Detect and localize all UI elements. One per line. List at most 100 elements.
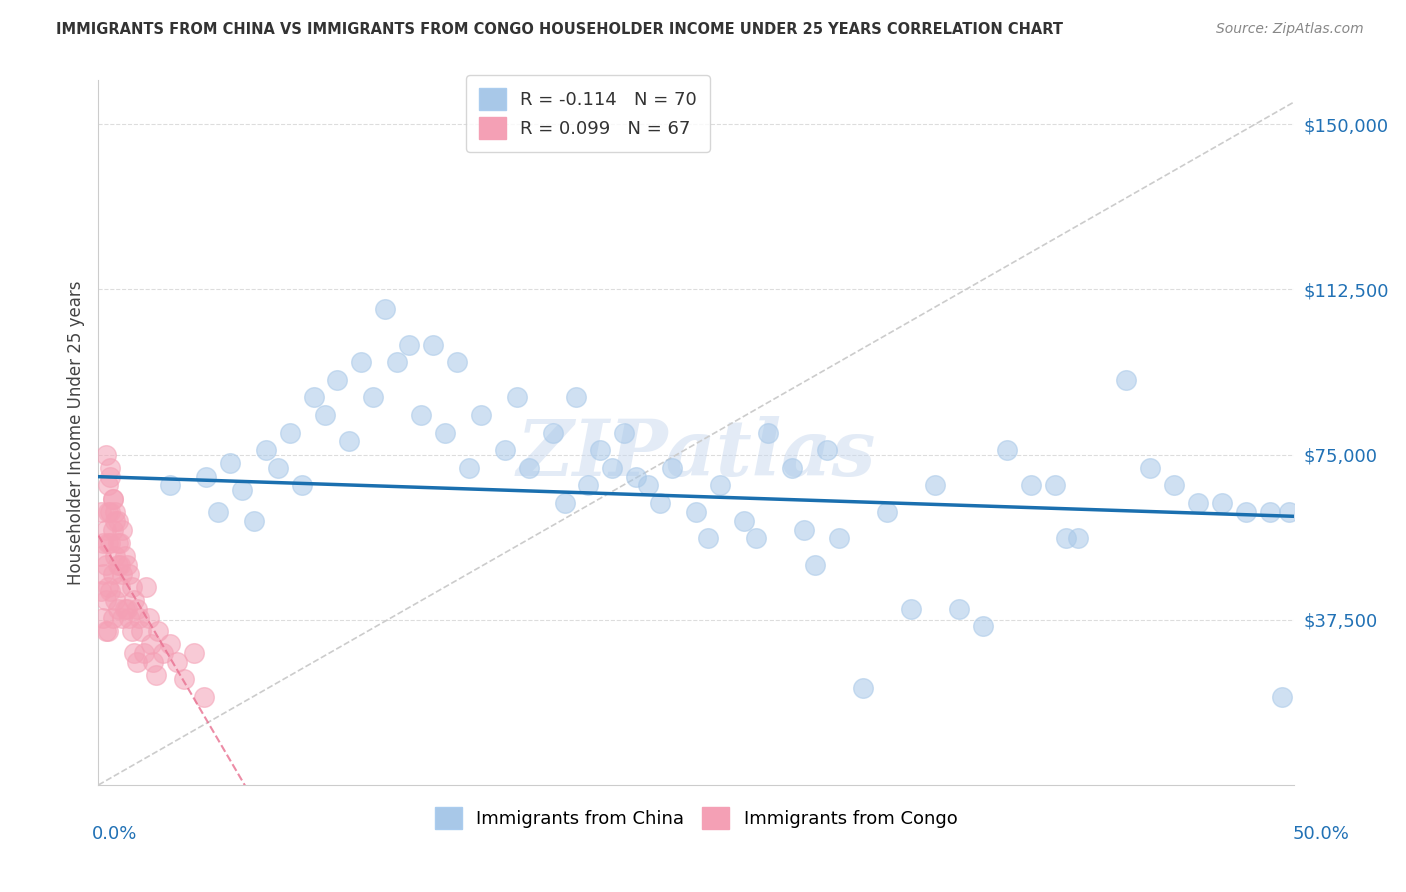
- Point: [733, 514, 755, 528]
- Point: [780, 461, 803, 475]
- Point: [111, 566, 134, 581]
- Point: [626, 469, 648, 483]
- Point: [458, 461, 481, 475]
- Point: [91, 535, 114, 549]
- Point: [135, 580, 157, 594]
- Point: [995, 443, 1018, 458]
- Text: Source: ZipAtlas.com: Source: ZipAtlas.com: [1216, 22, 1364, 37]
- Point: [398, 337, 420, 351]
- Point: [131, 624, 153, 638]
- Point: [815, 443, 838, 458]
- Point: [554, 496, 576, 510]
- Point: [339, 434, 361, 449]
- Point: [145, 668, 167, 682]
- Point: [101, 523, 124, 537]
- Point: [685, 505, 707, 519]
- Point: [183, 646, 205, 660]
- Point: [114, 601, 136, 615]
- Point: [98, 461, 122, 475]
- Point: [98, 469, 122, 483]
- Point: [697, 532, 720, 546]
- Point: [173, 673, 195, 687]
- Point: [115, 601, 138, 615]
- Point: [243, 514, 266, 528]
- Point: [602, 461, 624, 475]
- Point: [972, 619, 994, 633]
- Point: [363, 391, 385, 405]
- Point: [350, 355, 373, 369]
- Point: [94, 448, 117, 462]
- Point: [219, 457, 242, 471]
- Point: [828, 532, 851, 546]
- Point: [648, 496, 672, 510]
- Point: [90, 505, 112, 519]
- Point: [637, 478, 659, 492]
- Point: [159, 478, 181, 492]
- Point: [104, 514, 127, 528]
- Point: [613, 425, 636, 440]
- Point: [159, 637, 181, 651]
- Point: [1043, 478, 1066, 492]
- Point: [148, 624, 170, 638]
- Point: [101, 491, 124, 506]
- Point: [948, 601, 970, 615]
- Point: [1234, 505, 1257, 519]
- Point: [291, 478, 314, 492]
- Point: [756, 425, 779, 440]
- Point: [101, 566, 124, 581]
- Point: [138, 610, 160, 624]
- Point: [470, 408, 492, 422]
- Point: [541, 425, 564, 440]
- Point: [374, 302, 396, 317]
- Point: [108, 558, 131, 572]
- Point: [132, 646, 155, 660]
- Point: [852, 681, 875, 695]
- Point: [107, 601, 129, 615]
- Point: [107, 514, 129, 528]
- Legend: Immigrants from China, Immigrants from Congo: Immigrants from China, Immigrants from C…: [427, 799, 965, 836]
- Point: [107, 558, 129, 572]
- Point: [385, 355, 409, 369]
- Point: [108, 580, 131, 594]
- Point: [97, 580, 120, 594]
- Point: [98, 535, 122, 549]
- Point: [111, 523, 134, 537]
- Point: [1056, 532, 1078, 546]
- Point: [661, 461, 683, 475]
- Point: [578, 478, 600, 492]
- Point: [121, 580, 143, 594]
- Point: [91, 566, 114, 581]
- Point: [254, 443, 277, 458]
- Point: [231, 483, 253, 497]
- Point: [709, 478, 731, 492]
- Point: [118, 566, 141, 581]
- Point: [104, 549, 127, 563]
- Point: [94, 593, 117, 607]
- Point: [152, 646, 174, 660]
- Point: [166, 655, 188, 669]
- Point: [924, 478, 946, 492]
- Point: [207, 505, 229, 519]
- Point: [104, 505, 127, 519]
- Point: [125, 601, 148, 615]
- Point: [876, 505, 898, 519]
- Point: [108, 535, 131, 549]
- Text: 0.0%: 0.0%: [91, 825, 136, 843]
- Y-axis label: Householder Income Under 25 years: Householder Income Under 25 years: [66, 280, 84, 585]
- Point: [565, 391, 588, 405]
- Text: IMMIGRANTS FROM CHINA VS IMMIGRANTS FROM CONGO HOUSEHOLDER INCOME UNDER 25 YEARS: IMMIGRANTS FROM CHINA VS IMMIGRANTS FROM…: [56, 22, 1063, 37]
- Point: [97, 624, 120, 638]
- Point: [278, 425, 301, 440]
- Point: [1271, 690, 1294, 704]
- Point: [104, 593, 127, 607]
- Point: [124, 593, 146, 607]
- Point: [1163, 478, 1185, 492]
- Point: [422, 337, 444, 351]
- Point: [195, 469, 218, 483]
- Point: [125, 655, 148, 669]
- Point: [128, 610, 150, 624]
- Point: [111, 610, 134, 624]
- Point: [1139, 461, 1161, 475]
- Point: [446, 355, 468, 369]
- Point: [193, 690, 215, 704]
